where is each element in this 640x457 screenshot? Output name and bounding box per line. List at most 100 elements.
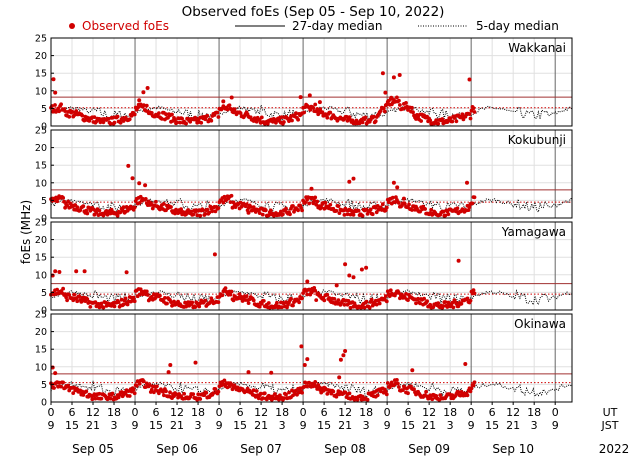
- observed-point: [382, 109, 387, 114]
- observed-point: [85, 211, 90, 216]
- observed-point: [162, 393, 166, 398]
- observed-point: [172, 299, 176, 304]
- observed-point: [328, 110, 333, 115]
- observed-point: [227, 103, 232, 108]
- observed-point: [64, 295, 68, 300]
- observed-point: [282, 396, 286, 401]
- observed-point: [342, 302, 347, 307]
- observed-point: [303, 380, 307, 385]
- observed-point: [307, 93, 312, 98]
- observed-point: [127, 394, 132, 398]
- observed-point: [72, 292, 77, 297]
- observed-point: [195, 213, 200, 218]
- observed-point: [75, 205, 80, 210]
- observed-point: [373, 119, 378, 124]
- observed-point: [410, 368, 415, 373]
- observed-point: [189, 209, 194, 214]
- observed-point: [305, 384, 309, 389]
- observed-point: [137, 181, 142, 186]
- observed-point: [238, 111, 243, 115]
- observed-point: [300, 296, 304, 301]
- observed-point: [317, 100, 322, 105]
- observed-point: [443, 213, 448, 218]
- observed-point: [371, 114, 376, 119]
- observed-point: [110, 391, 115, 396]
- x-tick-label-jst: 15: [485, 419, 499, 432]
- observed-point: [67, 114, 72, 119]
- observed-point: [184, 212, 189, 217]
- x-tick-label-jst: 9: [48, 419, 55, 432]
- observed-point: [51, 77, 56, 82]
- observed-point: [144, 289, 149, 294]
- observed-point: [313, 102, 318, 107]
- observed-point: [396, 381, 400, 386]
- observed-point: [74, 269, 79, 274]
- observed-point: [198, 397, 203, 401]
- panel-wakkanai: 0 5 10 15 20 25 Wakkanai: [35, 34, 573, 133]
- observed-point: [211, 391, 216, 395]
- observed-point: [182, 391, 187, 396]
- observed-point: [279, 209, 283, 214]
- day-label: Sep 05: [72, 442, 114, 456]
- observed-point: [50, 196, 55, 201]
- observed-point: [63, 109, 67, 113]
- observed-point: [221, 99, 226, 104]
- observed-point: [213, 387, 218, 391]
- x-tick-label-ut: 18: [443, 406, 457, 419]
- x-tick-label-ut: 12: [170, 406, 184, 419]
- x-tick-label-jst: 21: [254, 419, 268, 432]
- observed-point: [203, 212, 208, 216]
- observed-point: [203, 298, 208, 303]
- observed-point: [356, 208, 361, 213]
- observed-point: [237, 292, 242, 296]
- observed-point: [398, 296, 402, 301]
- y-tick-label: 10: [35, 362, 47, 373]
- observed-point: [303, 200, 307, 205]
- day-label: Sep 07: [240, 442, 282, 456]
- x-tick-label-ut: 0: [384, 406, 391, 419]
- x-tick-label-jst: 3: [195, 419, 202, 432]
- observed-point: [80, 113, 85, 118]
- observed-point: [263, 208, 268, 213]
- observed-point: [281, 212, 285, 217]
- observed-point: [205, 113, 210, 118]
- observed-point: [425, 299, 429, 304]
- observed-foes-points: [49, 344, 477, 402]
- observed-point: [132, 299, 137, 304]
- observed-point: [77, 294, 82, 299]
- observed-point: [229, 193, 234, 198]
- observed-point: [165, 301, 169, 306]
- observed-point: [115, 213, 120, 218]
- legend-median5-label: 5-day median: [476, 19, 559, 33]
- observed-point: [154, 199, 158, 204]
- observed-point: [288, 212, 292, 217]
- observed-point: [318, 107, 323, 112]
- y-tick-label: 5: [41, 380, 47, 391]
- observed-point: [132, 391, 137, 396]
- observed-point: [143, 183, 148, 188]
- median5-line: [50, 380, 573, 398]
- observed-point: [97, 305, 102, 310]
- observed-point: [467, 112, 472, 116]
- observed-point: [465, 393, 470, 398]
- observed-point: [423, 207, 427, 211]
- observed-point: [325, 392, 330, 396]
- observed-point: [406, 391, 410, 396]
- observed-point: [311, 106, 316, 110]
- observed-point: [204, 390, 209, 395]
- observed-point: [269, 370, 274, 375]
- day-label: Sep 10: [492, 442, 534, 456]
- x-tick-label-ut: 6: [489, 406, 496, 419]
- observed-point: [465, 296, 470, 301]
- observed-point: [222, 194, 227, 199]
- observed-point: [231, 298, 236, 303]
- observed-point: [81, 204, 86, 209]
- observed-point: [61, 380, 65, 385]
- observed-point: [149, 387, 154, 392]
- observed-point: [257, 304, 262, 309]
- observed-point: [446, 212, 451, 217]
- observed-point: [418, 301, 422, 306]
- observed-point: [99, 301, 104, 306]
- observed-point: [297, 300, 301, 305]
- y-tick-label: 20: [35, 327, 47, 338]
